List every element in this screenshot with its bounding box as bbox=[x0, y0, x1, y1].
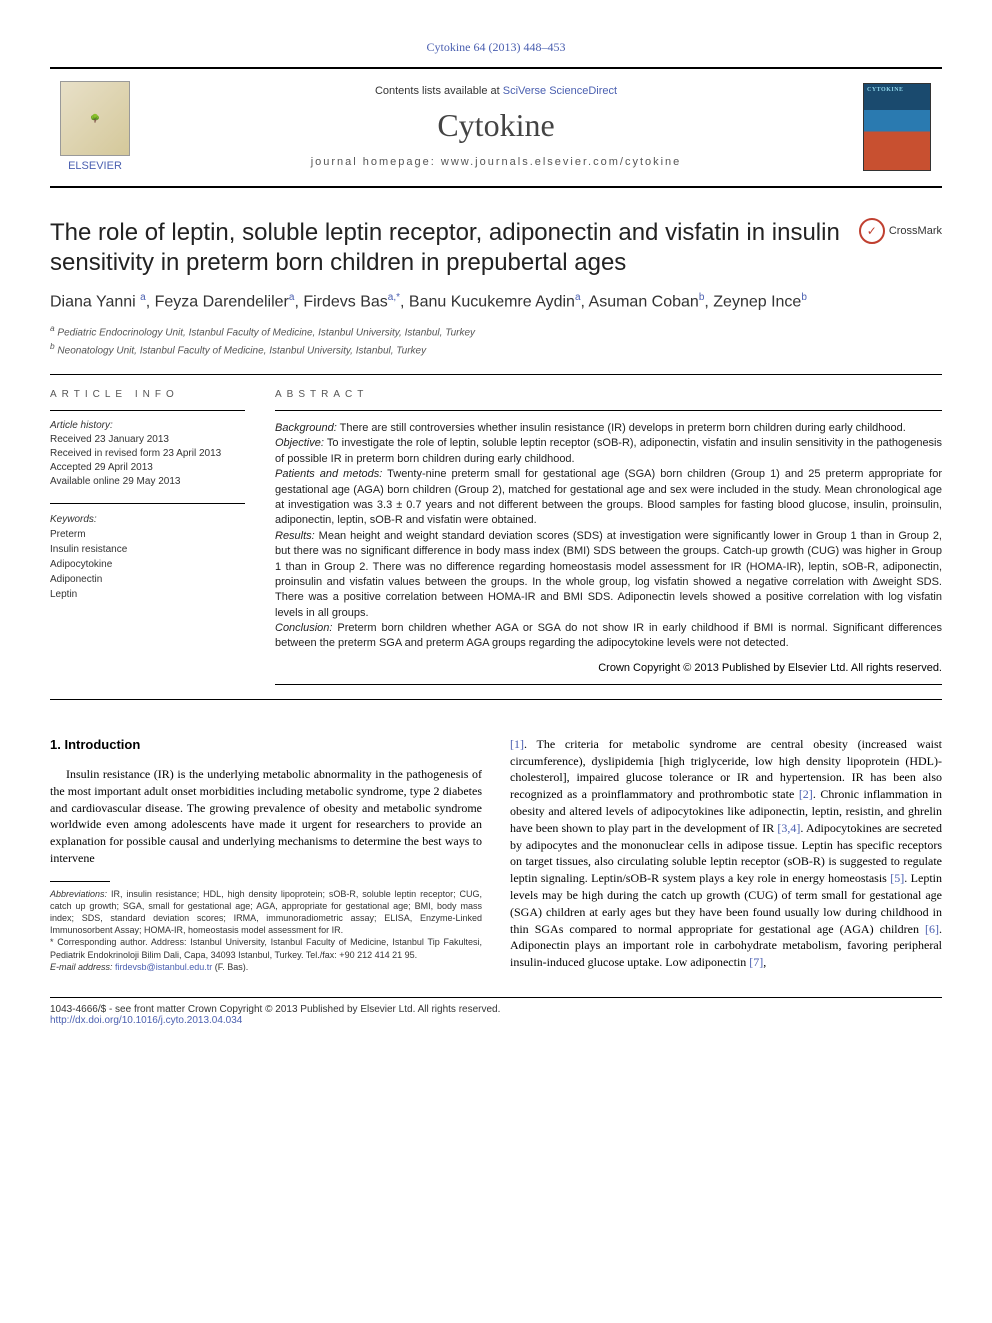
abstract-body: Background: There are still controversie… bbox=[275, 421, 942, 652]
contents-prefix: Contents lists available at bbox=[375, 85, 503, 97]
affiliations: a Pediatric Endocrinology Unit, Istanbul… bbox=[50, 323, 942, 356]
separator bbox=[275, 410, 942, 411]
abstract-paragraph: Results: Mean height and weight standard… bbox=[275, 529, 942, 621]
citation-line: Cytokine 64 (2013) 448–453 bbox=[50, 40, 942, 55]
paper-title: The role of leptin, soluble leptin recep… bbox=[50, 218, 859, 278]
abstract-label: ABSTRACT bbox=[275, 389, 942, 400]
bottom-bar: 1043-4666/$ - see front matter Crown Cop… bbox=[50, 997, 942, 1026]
sciencedirect-link[interactable]: SciVerse ScienceDirect bbox=[503, 85, 617, 97]
footnote-separator bbox=[50, 881, 110, 882]
elsevier-logo-icon: 🌳 bbox=[60, 81, 130, 156]
ref-link[interactable]: [1] bbox=[510, 737, 524, 751]
front-matter-line: 1043-4666/$ - see front matter Crown Cop… bbox=[50, 1004, 942, 1015]
corr-label: * Corresponding author. bbox=[50, 937, 148, 947]
corresponding-footnote: * Corresponding author. Address: Istanbu… bbox=[50, 936, 482, 960]
email-label: E-mail address: bbox=[50, 962, 113, 972]
doi-link[interactable]: http://dx.doi.org/10.1016/j.cyto.2013.04… bbox=[50, 1015, 242, 1026]
ref-link[interactable]: [7] bbox=[749, 955, 763, 969]
homepage-line: journal homepage: www.journals.elsevier.… bbox=[140, 156, 852, 168]
keyword-item: Adiponectin bbox=[50, 572, 245, 587]
cover-thumb-block bbox=[852, 83, 942, 171]
abstract-paragraph: Objective: To investigate the role of le… bbox=[275, 436, 942, 467]
introduction-section: 1. Introduction Insulin resistance (IR) … bbox=[50, 736, 942, 973]
publisher-block: 🌳 ELSEVIER bbox=[50, 81, 140, 172]
keyword-item: Preterm bbox=[50, 527, 245, 542]
journal-title: Cytokine bbox=[140, 107, 852, 144]
separator bbox=[50, 699, 942, 700]
introduction-heading: 1. Introduction bbox=[50, 736, 482, 754]
history-line: Received 23 January 2013 bbox=[50, 433, 245, 447]
title-block: The role of leptin, soluble leptin recep… bbox=[50, 218, 942, 278]
abbrev-label: Abbreviations: bbox=[50, 889, 107, 899]
homepage-url: www.journals.elsevier.com/cytokine bbox=[441, 156, 681, 168]
abstract-paragraph: Background: There are still controversie… bbox=[275, 421, 942, 436]
abbrev-text: IR, insulin resistance; HDL, high densit… bbox=[50, 889, 482, 935]
intro-paragraph: Insulin resistance (IR) is the underlyin… bbox=[50, 766, 482, 867]
email-link[interactable]: firdevsb@istanbul.edu.tr bbox=[115, 962, 212, 972]
keywords-label: Keywords: bbox=[50, 512, 245, 527]
intro-paragraph: [1]. The criteria for metabolic syndrome… bbox=[510, 736, 942, 971]
article-info-label: ARTICLE INFO bbox=[50, 389, 245, 400]
ref-link[interactable]: [5] bbox=[890, 871, 904, 885]
separator bbox=[275, 684, 942, 685]
keywords-block: Keywords: PretermInsulin resistanceAdipo… bbox=[50, 503, 245, 602]
journal-header: 🌳 ELSEVIER Contents lists available at S… bbox=[50, 67, 942, 188]
abstract-copyright: Crown Copyright © 2013 Published by Else… bbox=[275, 662, 942, 674]
email-suffix: (F. Bas). bbox=[212, 962, 248, 972]
article-info-column: ARTICLE INFO Article history: Received 2… bbox=[50, 389, 245, 685]
keyword-item: Insulin resistance bbox=[50, 542, 245, 557]
ref-link[interactable]: [2] bbox=[799, 787, 813, 801]
crossmark-icon: ✓ bbox=[859, 218, 885, 244]
journal-cover-icon bbox=[863, 83, 931, 171]
intro-col-right: [1]. The criteria for metabolic syndrome… bbox=[510, 736, 942, 973]
abstract-paragraph: Patients and metods: Twenty-nine preterm… bbox=[275, 467, 942, 529]
history-line: Available online 29 May 2013 bbox=[50, 475, 245, 489]
crossmark-widget[interactable]: ✓ CrossMark bbox=[859, 218, 942, 244]
contents-line: Contents lists available at SciVerse Sci… bbox=[140, 85, 852, 97]
homepage-prefix: journal homepage: bbox=[311, 156, 441, 168]
ref-link[interactable]: [3,4] bbox=[777, 821, 800, 835]
publisher-name: ELSEVIER bbox=[68, 160, 122, 172]
history-line: Accepted 29 April 2013 bbox=[50, 461, 245, 475]
history-label: Article history: bbox=[50, 419, 245, 433]
keyword-item: Leptin bbox=[50, 587, 245, 602]
affiliation-line: a Pediatric Endocrinology Unit, Istanbul… bbox=[50, 323, 942, 338]
crossmark-label: CrossMark bbox=[889, 225, 942, 237]
authors-line: Diana Yanni a, Feyza Darendelilera, Fird… bbox=[50, 292, 942, 311]
footnotes: Abbreviations: IR, insulin resistance; H… bbox=[50, 888, 482, 973]
email-footnote: E-mail address: firdevsb@istanbul.edu.tr… bbox=[50, 961, 482, 973]
article-history-block: Article history: Received 23 January 201… bbox=[50, 410, 245, 489]
intro-col-left: 1. Introduction Insulin resistance (IR) … bbox=[50, 736, 482, 973]
history-line: Received in revised form 23 April 2013 bbox=[50, 447, 245, 461]
info-abstract-row: ARTICLE INFO Article history: Received 2… bbox=[50, 375, 942, 699]
affiliation-line: b Neonatology Unit, Istanbul Faculty of … bbox=[50, 341, 942, 356]
intro-columns: 1. Introduction Insulin resistance (IR) … bbox=[50, 736, 942, 973]
keyword-item: Adipocytokine bbox=[50, 557, 245, 572]
abstract-column: ABSTRACT Background: There are still con… bbox=[275, 389, 942, 685]
abbrev-footnote: Abbreviations: IR, insulin resistance; H… bbox=[50, 888, 482, 937]
abstract-paragraph: Conclusion: Preterm born children whethe… bbox=[275, 621, 942, 652]
header-center: Contents lists available at SciVerse Sci… bbox=[140, 85, 852, 168]
ref-link[interactable]: [6] bbox=[925, 922, 939, 936]
